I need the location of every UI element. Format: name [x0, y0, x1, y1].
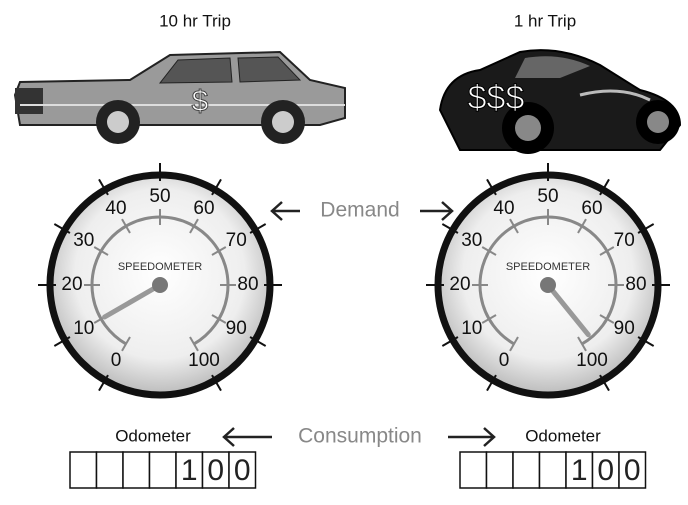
gauge-number: 10 [461, 318, 482, 339]
odometer-cell [97, 452, 124, 488]
demand-label: Demand [320, 199, 399, 222]
odometer-cell [540, 452, 567, 488]
needle-hub [540, 277, 556, 293]
gauge-number: 20 [449, 274, 470, 295]
odometer-cell [123, 452, 150, 488]
odometer-cell [487, 452, 514, 488]
gauge-number: 60 [581, 198, 602, 219]
gauge-number: 100 [576, 350, 608, 371]
gauge-number: 40 [105, 198, 126, 219]
gauge-number: 10 [73, 318, 94, 339]
needle-hub [152, 277, 168, 293]
gauge-label: SPEEDOMETER [506, 261, 590, 273]
odometer-cell [460, 452, 487, 488]
gauge-number: 50 [537, 186, 558, 207]
gauge-number: 70 [614, 230, 635, 251]
gauge-number: 90 [614, 318, 635, 339]
odometer-digit: 1 [571, 454, 588, 487]
diagram: 10 hr Trip 1 hr Trip $ $$$ Demand Consum… [0, 0, 688, 505]
gauge-number: 50 [149, 186, 170, 207]
sedan-car [15, 52, 345, 144]
price-sign: $$$ [468, 79, 525, 117]
odometer-digit: 0 [624, 454, 641, 487]
consumption-label: Consumption [298, 425, 422, 448]
odometer-label: Odometer [115, 426, 191, 445]
gauge-number: 100 [188, 350, 220, 371]
gauge-number: 70 [226, 230, 247, 251]
trip-title: 10 hr Trip [159, 11, 231, 30]
gauge-number: 30 [73, 230, 94, 251]
gauge-number: 0 [111, 350, 122, 371]
odometer-cell [70, 452, 97, 488]
gauge-number: 90 [226, 318, 247, 339]
gauge-number: 60 [193, 198, 214, 219]
gauge-number: 40 [493, 198, 514, 219]
gauge-label: SPEEDOMETER [118, 261, 202, 273]
odometer-digit: 0 [597, 454, 614, 487]
trip-title: 1 hr Trip [514, 11, 576, 30]
odometer-cell [150, 452, 177, 488]
odometer-digit: 0 [207, 454, 224, 487]
price-sign: $ [192, 85, 209, 118]
gauge-number: 80 [237, 274, 258, 295]
gauge-number: 0 [499, 350, 510, 371]
odometer-label: Odometer [525, 426, 601, 445]
odometer-digit: 0 [234, 454, 251, 487]
odometer-digit: 1 [181, 454, 198, 487]
odometer-cell [513, 452, 540, 488]
gauge-number: 30 [461, 230, 482, 251]
gauge-number: 80 [625, 274, 646, 295]
gauge-number: 20 [61, 274, 82, 295]
